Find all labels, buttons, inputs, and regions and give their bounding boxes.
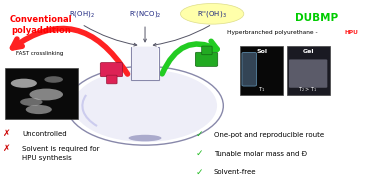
Text: Conventional
polyaddition: Conventional polyaddition xyxy=(9,15,72,35)
Circle shape xyxy=(73,70,217,142)
Text: Uncontrolled: Uncontrolled xyxy=(22,131,67,137)
Text: T$_2$ > T$_1$: T$_2$ > T$_1$ xyxy=(298,85,318,94)
Text: R'(NCO)$_2$: R'(NCO)$_2$ xyxy=(129,9,161,19)
Ellipse shape xyxy=(20,98,42,106)
Text: Solvent-free: Solvent-free xyxy=(214,169,256,175)
FancyBboxPatch shape xyxy=(131,47,159,80)
Text: DUBMP: DUBMP xyxy=(295,13,338,22)
FancyBboxPatch shape xyxy=(289,59,327,88)
Text: Solvent is required for: Solvent is required for xyxy=(22,146,99,152)
Text: ✗: ✗ xyxy=(3,144,11,153)
Text: HPU: HPU xyxy=(345,30,359,35)
Text: FAST crosslinking: FAST crosslinking xyxy=(16,51,64,56)
Text: One-pot and reproducible route: One-pot and reproducible route xyxy=(214,132,324,138)
FancyBboxPatch shape xyxy=(106,75,117,84)
FancyBboxPatch shape xyxy=(240,46,283,94)
FancyBboxPatch shape xyxy=(132,47,158,80)
FancyBboxPatch shape xyxy=(287,46,330,94)
Text: ✓: ✓ xyxy=(195,149,203,158)
Circle shape xyxy=(67,66,224,145)
Text: Gel: Gel xyxy=(302,49,314,54)
Ellipse shape xyxy=(129,135,162,141)
FancyBboxPatch shape xyxy=(202,46,212,55)
Text: Tunable molar mass and Đ: Tunable molar mass and Đ xyxy=(214,151,307,157)
Text: Hyperbranched polyurethane -: Hyperbranched polyurethane - xyxy=(227,30,320,35)
Ellipse shape xyxy=(30,89,63,100)
Text: ✓: ✓ xyxy=(195,130,203,139)
Ellipse shape xyxy=(180,4,244,24)
Text: Sol: Sol xyxy=(256,49,267,54)
Text: R(OH)$_2$: R(OH)$_2$ xyxy=(69,9,94,19)
Text: ✗: ✗ xyxy=(3,129,11,138)
FancyBboxPatch shape xyxy=(5,68,78,119)
Ellipse shape xyxy=(11,79,37,88)
Ellipse shape xyxy=(26,105,52,114)
FancyBboxPatch shape xyxy=(195,52,218,66)
FancyBboxPatch shape xyxy=(242,53,256,86)
Text: T$_1$: T$_1$ xyxy=(258,85,265,94)
FancyBboxPatch shape xyxy=(100,63,123,77)
Text: HPU synthesis: HPU synthesis xyxy=(22,155,72,161)
Text: ✓: ✓ xyxy=(195,168,203,177)
Ellipse shape xyxy=(44,76,63,83)
Text: R''(OH)$_3$: R''(OH)$_3$ xyxy=(197,9,227,19)
